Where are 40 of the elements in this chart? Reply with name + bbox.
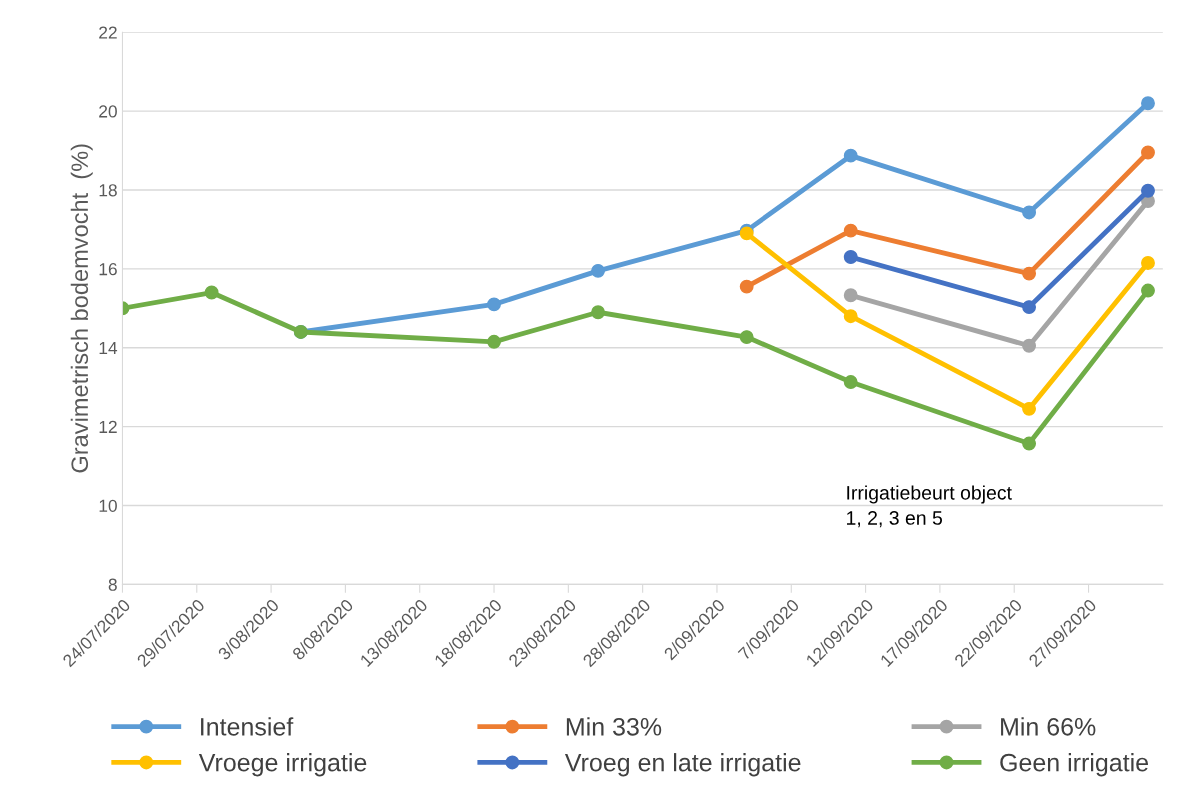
point — [1141, 96, 1155, 111]
point — [843, 250, 858, 264]
point — [1022, 205, 1037, 220]
point — [1141, 183, 1155, 198]
point — [487, 297, 501, 312]
point — [487, 334, 501, 349]
legend-label: Intensief — [201, 717, 294, 736]
point — [591, 305, 606, 320]
legend-label: Geen irrigatie — [1000, 753, 1148, 777]
y-tick-label: 12 — [99, 420, 117, 433]
point — [843, 223, 858, 238]
y-tick-label: 18 — [99, 184, 117, 197]
legend-label: Vroege irrigatie — [198, 753, 367, 777]
point — [843, 148, 858, 163]
point — [1141, 283, 1155, 298]
point — [1022, 300, 1037, 315]
y-tick-label: 8 — [108, 578, 117, 591]
point — [591, 263, 606, 278]
y-tick-label: 10 — [99, 499, 117, 512]
point — [1141, 145, 1155, 160]
point — [843, 375, 858, 389]
point — [1022, 436, 1037, 451]
point — [843, 309, 858, 324]
point — [1141, 255, 1155, 270]
y-tick-label: 14 — [99, 342, 118, 355]
point — [739, 330, 754, 345]
point — [739, 279, 754, 294]
point — [1022, 266, 1037, 281]
point — [843, 288, 858, 303]
point — [204, 285, 219, 300]
point — [1022, 401, 1037, 416]
point — [1022, 338, 1037, 353]
y-tick-label: 22 — [99, 26, 117, 39]
y-tick-label: 16 — [99, 263, 117, 276]
legend-label: Min 66% — [1001, 717, 1096, 736]
y-axis-title: Gravimetrisch bodemvocht (%) — [70, 144, 93, 473]
legend-label: Min 33% — [566, 717, 662, 736]
legend-label: Vroeg en late irrigatie — [564, 753, 801, 777]
y-tick-label: 20 — [99, 105, 117, 118]
annotation: Irrigatiebeurt object 1, 2, 3 en 5 — [847, 485, 1012, 528]
